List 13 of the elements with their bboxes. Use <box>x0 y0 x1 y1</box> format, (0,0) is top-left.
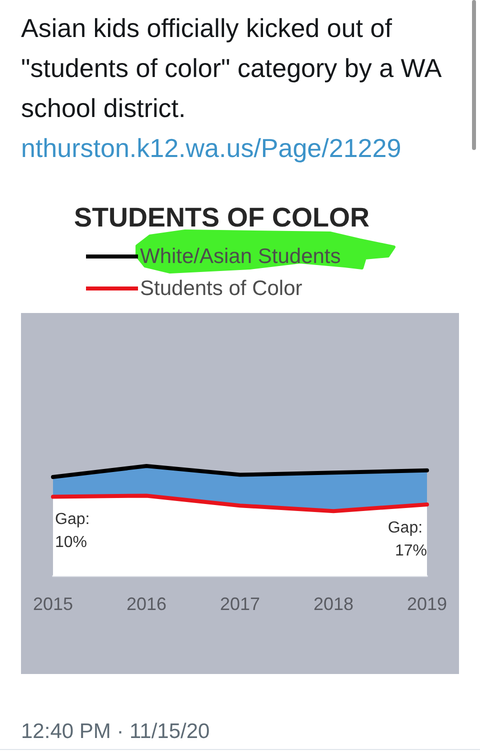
legend-label: White/Asian Students <box>140 245 341 268</box>
annotation: Gap: 10% <box>55 510 94 551</box>
x-tick-label: 2015 <box>32 594 74 614</box>
annotation: Gap: 17% <box>388 520 427 560</box>
chart-title: STUDENTS OF COLOR <box>74 202 370 232</box>
text: Asian kids officially kicked out of "students of color" category by a WA school district. <box>21 12 442 125</box>
x-tick-label: 2019 <box>406 594 448 614</box>
text: nthurston.k12.wa.us/Page/21229 <box>21 132 402 165</box>
text: 12:40 PM · 11/15/20 <box>21 719 211 745</box>
x-tick-label: 2018 <box>313 594 354 614</box>
x-tick-label: 2017 <box>220 594 260 614</box>
legend-label: Students of Color <box>140 277 302 300</box>
x-tick-label: 2016 <box>126 594 167 614</box>
